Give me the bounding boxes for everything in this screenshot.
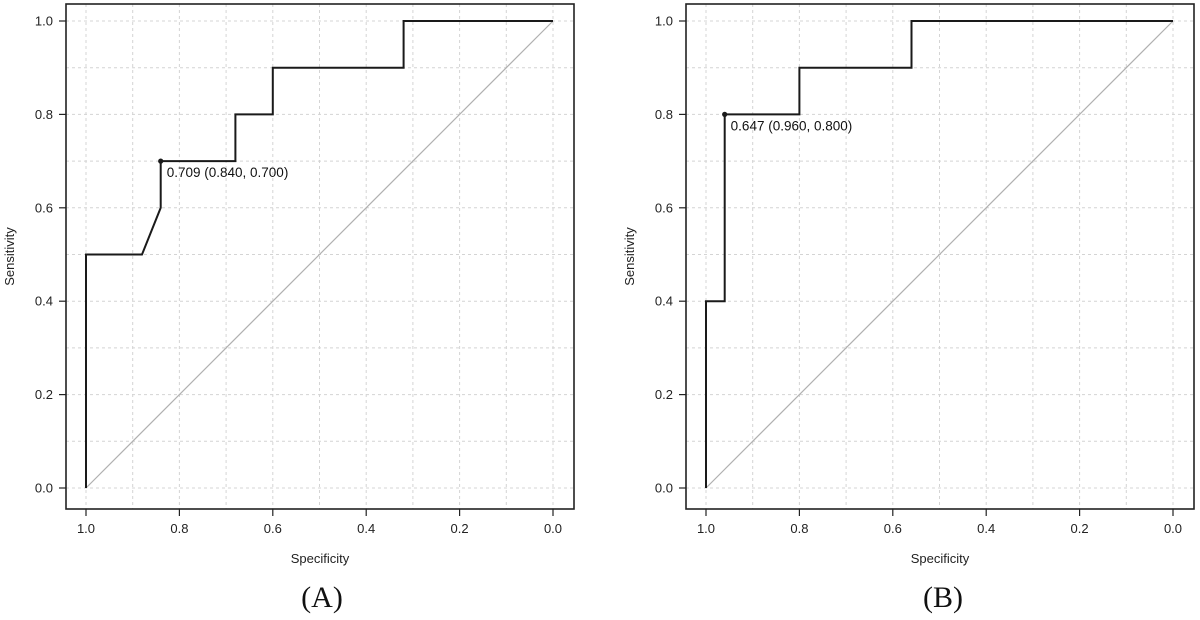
threshold-point [722,111,728,117]
x-tick-label: 0.0 [544,521,562,536]
threshold-point [158,158,164,164]
threshold-annotation: 0.647 (0.960, 0.800) [731,118,853,133]
y-tick-label: 0.4 [35,294,53,309]
x-tick-label: 0.8 [170,521,188,536]
y-axis-title: Sensitivity [2,227,17,286]
x-tick-label: 0.2 [451,521,469,536]
y-tick-label: 0.8 [655,107,673,122]
y-tick-label: 0.2 [655,387,673,402]
y-tick-label: 1.0 [655,14,673,29]
panel-caption: (A) [301,581,343,614]
plot-frame [685,3,1195,510]
y-axis-title: Sensitivity [622,227,637,286]
x-tick-label: 0.4 [977,521,995,536]
x-tick-label: 0.0 [1164,521,1182,536]
grid-lines [686,4,1194,509]
plot-frame [65,3,575,510]
x-tick-label: 1.0 [697,521,715,536]
x-axis-title: Specificity [911,551,970,566]
reference-diagonal-line [705,20,1174,489]
y-tick-label: 0.0 [655,481,673,496]
grid-lines [66,4,574,509]
x-tick-label: 0.2 [1071,521,1089,536]
x-tick-label: 0.4 [357,521,375,536]
x-tick-label: 0.6 [884,521,902,536]
y-tick-label: 0.2 [35,387,53,402]
reference-diagonal-line [85,20,554,489]
roc-panel-b: 0.647 (0.960, 0.800) 1.0 0.8 0.6 0.4 0.2 0.0 0.… [622,3,1195,614]
x-axis-title: Specificity [291,551,350,566]
y-tick-label: 1.0 [35,14,53,29]
y-tick-label: 0.0 [35,481,53,496]
roc-curve-line [705,20,1173,488]
y-tick-label: 0.4 [655,294,673,309]
roc-curve-line [85,20,553,488]
threshold-annotation: 0.709 (0.840, 0.700) [167,165,289,180]
x-tick-label: 0.8 [790,521,808,536]
y-tick-label: 0.6 [655,200,673,215]
y-tick-label: 0.6 [35,200,53,215]
roc-panel-a: 0.709 (0.840, 0.700) 1.0 0.8 0.6 0.4 0.2 0.0 0.… [2,3,575,614]
y-tick-label: 0.8 [35,107,53,122]
panel-caption: (B) [923,581,963,614]
x-tick-label: 0.6 [264,521,282,536]
x-tick-label: 1.0 [77,521,95,536]
